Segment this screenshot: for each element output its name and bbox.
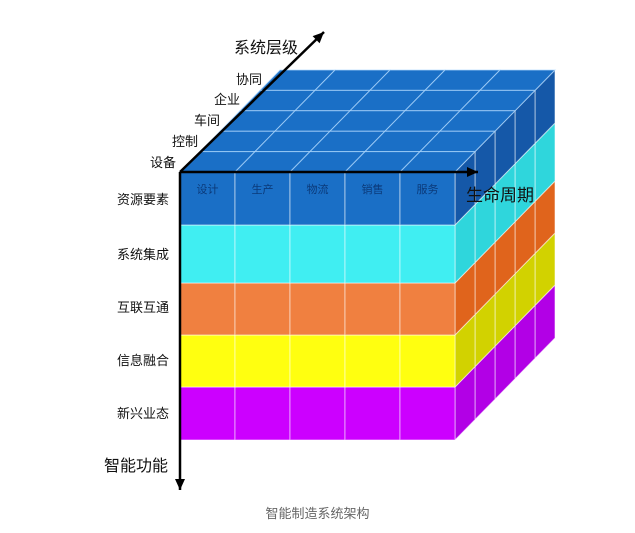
level-label: 协同 [236,73,263,88]
lifecycle-label: 设计 [196,183,219,196]
front-cell [234,334,291,388]
front-cell [179,224,236,284]
front-cell [344,282,401,336]
front-cell [179,334,236,388]
front-cell [289,386,346,441]
front-cell [179,282,236,336]
front-cell [234,282,291,336]
layer-label: 资源要素 [117,193,170,208]
lifecycle-label: 生产 [251,183,274,196]
diagonal-axis-arrow-head [312,32,324,44]
front-cell [179,171,236,226]
axis-label-system-levels: 系统层级 [234,38,299,57]
level-label: 车间 [194,114,221,129]
level-label: 设备 [150,156,177,171]
front-cell [234,386,291,441]
front-cell [234,224,291,284]
level-label: 企业 [214,93,241,108]
front-cell [344,386,401,441]
horizontal-axis-arrow-head [467,167,478,177]
front-cell [399,386,456,441]
front-cell [179,386,236,441]
front-cell [344,171,401,226]
caption: 智能制造系统架构 [265,507,370,522]
level-label: 控制 [172,135,199,150]
front-cell [399,171,456,226]
front-cell [289,334,346,388]
lifecycle-label: 物流 [306,183,329,196]
lifecycle-label: 销售 [361,183,384,196]
front-cell [289,224,346,284]
diagonal-axis-arrow [179,31,325,173]
layer-label: 互联互通 [117,301,170,316]
front-cell [344,334,401,388]
front-cell [289,171,346,226]
axis-label-lifecycle: 生命周期 [466,186,534,206]
layer-label: 信息融合 [117,354,170,369]
vertical-axis-arrow-head [175,479,185,490]
front-cell [399,282,456,336]
front-cell [234,171,291,226]
lifecycle-label: 服务 [416,183,439,196]
layer-label: 新兴业态 [117,407,170,422]
front-cell [399,334,456,388]
axis-label-intelligent-functions: 智能功能 [104,456,169,475]
layer-label: 系统集成 [117,248,170,263]
front-cell [344,224,401,284]
front-cell [399,224,456,284]
front-cell [289,282,346,336]
